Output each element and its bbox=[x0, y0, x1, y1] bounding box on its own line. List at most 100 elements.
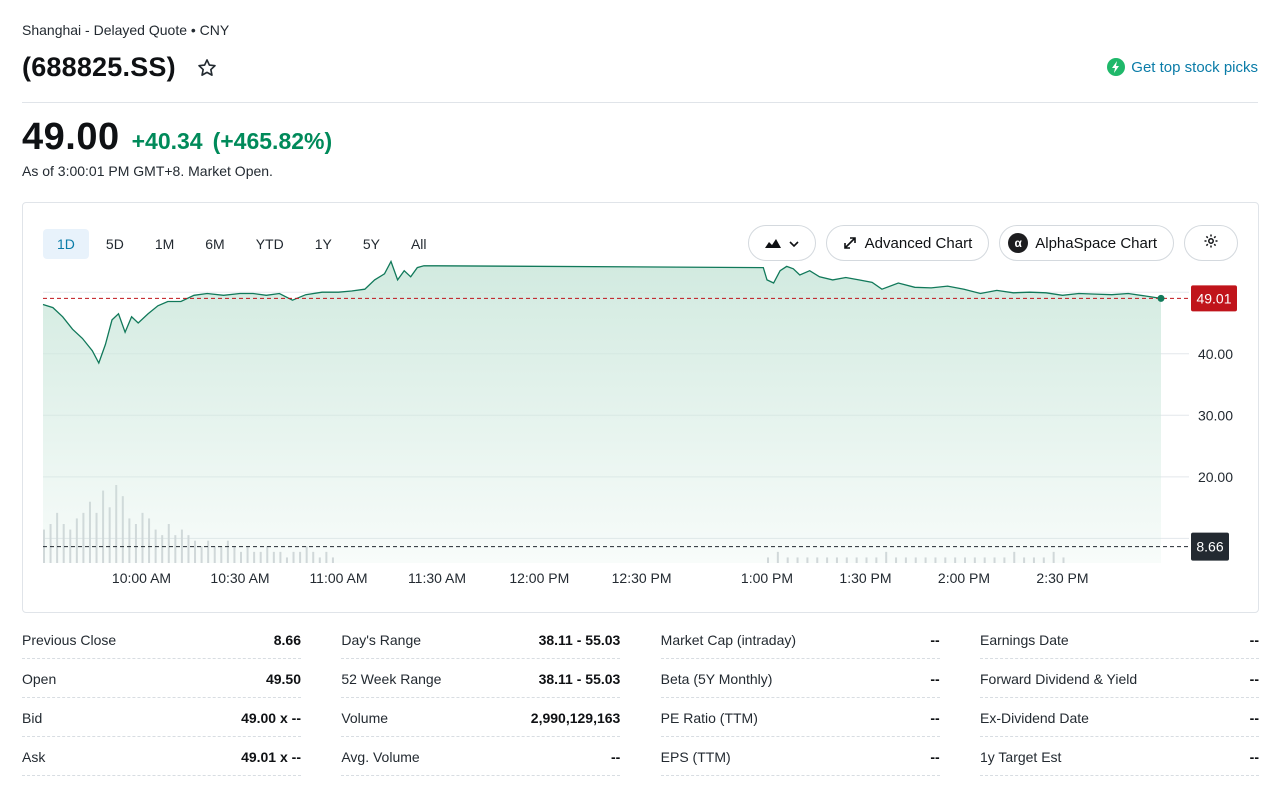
stat-label: Open bbox=[22, 671, 57, 687]
stat-label: Forward Dividend & Yield bbox=[979, 671, 1138, 687]
stat-value: 49.01 x -- bbox=[241, 749, 301, 765]
current-price-badge-label: 49.01 bbox=[1196, 290, 1231, 306]
x-tick-label: 2:30 PM bbox=[1036, 570, 1088, 586]
stat-row: Forward Dividend & Yield -- bbox=[979, 659, 1259, 698]
x-tick-label: 1:00 PM bbox=[741, 570, 793, 586]
stat-row: Previous Close 8.66 bbox=[22, 620, 301, 659]
ticker-symbol: (688825.SS) bbox=[22, 52, 176, 82]
stat-label: Ask bbox=[22, 749, 46, 765]
stat-value: -- bbox=[930, 671, 940, 687]
gear-icon bbox=[1203, 233, 1219, 253]
stat-value: 49.50 bbox=[265, 671, 301, 687]
current-price: 49.00 bbox=[22, 116, 120, 158]
x-tick-label: 12:30 PM bbox=[612, 570, 672, 586]
chart-type-dropdown[interactable] bbox=[747, 225, 816, 261]
previous-close-badge-label: 8.66 bbox=[1196, 539, 1223, 555]
advanced-chart-button[interactable]: Advanced Chart bbox=[825, 225, 990, 261]
lightning-icon bbox=[1107, 58, 1126, 76]
x-tick-label: 11:00 AM bbox=[309, 570, 367, 586]
stat-label: Ex-Dividend Date bbox=[979, 710, 1089, 726]
stat-row: Beta (5Y Monthly) -- bbox=[660, 659, 940, 698]
stat-row: PE Ratio (TTM) -- bbox=[660, 698, 940, 737]
price-change-percent: (+465.82%) bbox=[212, 128, 333, 154]
stat-row: Earnings Date -- bbox=[979, 620, 1259, 659]
price-row: 49.00 +40.34 (+465.82%) bbox=[22, 116, 332, 159]
alphaspace-chart-button[interactable]: α AlphaSpace Chart bbox=[999, 225, 1174, 261]
stat-label: Bid bbox=[22, 710, 43, 726]
stat-row: 52 Week Range 38.11 - 55.03 bbox=[341, 659, 621, 698]
top-stock-picks-link[interactable]: Get top stock picks bbox=[1107, 58, 1258, 76]
range-tab-1d[interactable]: 1D bbox=[43, 229, 89, 259]
x-tick-label: 11:30 AM bbox=[408, 570, 466, 586]
alphaspace-chart-label: AlphaSpace Chart bbox=[1035, 234, 1157, 252]
x-tick-label: 10:30 AM bbox=[210, 570, 269, 586]
stat-label: Previous Close bbox=[22, 632, 117, 648]
mountain-chart-icon bbox=[764, 237, 781, 249]
stat-label: Avg. Volume bbox=[341, 749, 420, 765]
stat-row: EPS (TTM) -- bbox=[660, 737, 940, 776]
as-of-text: As of 3:00:01 PM GMT+8. Market Open. bbox=[22, 163, 273, 179]
stat-row: Avg. Volume -- bbox=[341, 737, 621, 776]
stat-label: 52 Week Range bbox=[341, 671, 442, 687]
chart-settings-button[interactable] bbox=[1184, 225, 1238, 261]
stat-value: 49.00 x -- bbox=[241, 710, 301, 726]
range-tab-6m[interactable]: 6M bbox=[205, 236, 225, 252]
stat-label: 1y Target Est bbox=[979, 749, 1062, 765]
range-tab-5d[interactable]: 5D bbox=[105, 236, 124, 252]
stat-row: Volume 2,990,129,163 bbox=[341, 698, 621, 737]
last-price-dot bbox=[1157, 294, 1165, 302]
stat-value: -- bbox=[930, 710, 940, 726]
stat-label: PE Ratio (TTM) bbox=[660, 710, 758, 726]
advanced-chart-label: Advanced Chart bbox=[864, 234, 973, 252]
stat-label: Earnings Date bbox=[979, 632, 1069, 648]
header-divider bbox=[22, 102, 1258, 103]
price-line bbox=[42, 259, 1162, 365]
stat-label: Day's Range bbox=[341, 632, 422, 648]
range-tab-1y[interactable]: 1Y bbox=[314, 236, 332, 252]
stat-value: -- bbox=[1249, 749, 1259, 765]
range-tab-all[interactable]: All bbox=[410, 236, 427, 252]
chart-card: 1D 5D 1M 6M YTD 1Y 5Y All Advanced Chart α Alph… bbox=[22, 202, 1259, 613]
alphaspace-logo-icon: α bbox=[1008, 233, 1029, 253]
stat-label: Market Cap (intraday) bbox=[660, 632, 797, 648]
range-tab-1m[interactable]: 1M bbox=[154, 236, 175, 252]
price-chart[interactable]: 20.00 30.00 40.00 10:00 AM 10:30 AM 11:00 AM… bbox=[23, 203, 1260, 614]
x-tick-label: 12:00 PM bbox=[509, 570, 569, 586]
ticker-row: (688825.SS) bbox=[22, 52, 218, 83]
range-selector: 1D 5D 1M 6M YTD 1Y 5Y All bbox=[43, 229, 444, 259]
stat-value: -- bbox=[930, 749, 940, 765]
price-area bbox=[43, 261, 1161, 563]
stat-row: Ex-Dividend Date -- bbox=[979, 698, 1259, 737]
x-tick-label: 1:30 PM bbox=[839, 570, 891, 586]
stat-value: -- bbox=[1249, 710, 1259, 726]
stat-value: -- bbox=[1249, 632, 1259, 648]
chevron-down-icon bbox=[789, 235, 799, 252]
quote-statistics: Previous Close 8.66 Open 49.50 Bid 49.00 x --… bbox=[22, 620, 1259, 776]
stat-value: 2,990,129,163 bbox=[530, 710, 621, 726]
stat-row: Open 49.50 bbox=[22, 659, 301, 698]
exchange-line: Shanghai - Delayed Quote • CNY bbox=[22, 22, 230, 38]
current-price-badge bbox=[1191, 285, 1237, 312]
stat-label: EPS (TTM) bbox=[660, 749, 731, 765]
stats-column-1: Previous Close 8.66 Open 49.50 Bid 49.00 x --… bbox=[22, 620, 301, 776]
previous-close-badge bbox=[1191, 532, 1229, 561]
stat-label: Volume bbox=[341, 710, 389, 726]
star-icon[interactable] bbox=[196, 57, 218, 79]
stat-value: -- bbox=[930, 632, 940, 648]
stats-column-2: Day's Range 38.11 - 55.03 52 Week Range 38.… bbox=[341, 620, 621, 776]
x-tick-label: 2:00 PM bbox=[938, 570, 990, 586]
range-tab-ytd[interactable]: YTD bbox=[255, 236, 284, 252]
y-tick-label: 30.00 bbox=[1198, 407, 1233, 423]
top-stock-picks-label: Get top stock picks bbox=[1131, 58, 1258, 76]
y-tick-label: 40.00 bbox=[1198, 346, 1233, 362]
range-tab-5y[interactable]: 5Y bbox=[362, 236, 380, 252]
stat-value: -- bbox=[1249, 671, 1259, 687]
stat-value: -- bbox=[611, 749, 621, 765]
x-tick-label: 10:00 AM bbox=[112, 570, 171, 586]
stat-row: Bid 49.00 x -- bbox=[22, 698, 301, 737]
stat-value: 38.11 - 55.03 bbox=[538, 632, 621, 648]
stat-value: 8.66 bbox=[273, 632, 301, 648]
stat-value: 38.11 - 55.03 bbox=[538, 671, 621, 687]
stats-column-4: Earnings Date -- Forward Dividend & Yield -… bbox=[979, 620, 1259, 776]
expand-icon bbox=[843, 236, 857, 250]
